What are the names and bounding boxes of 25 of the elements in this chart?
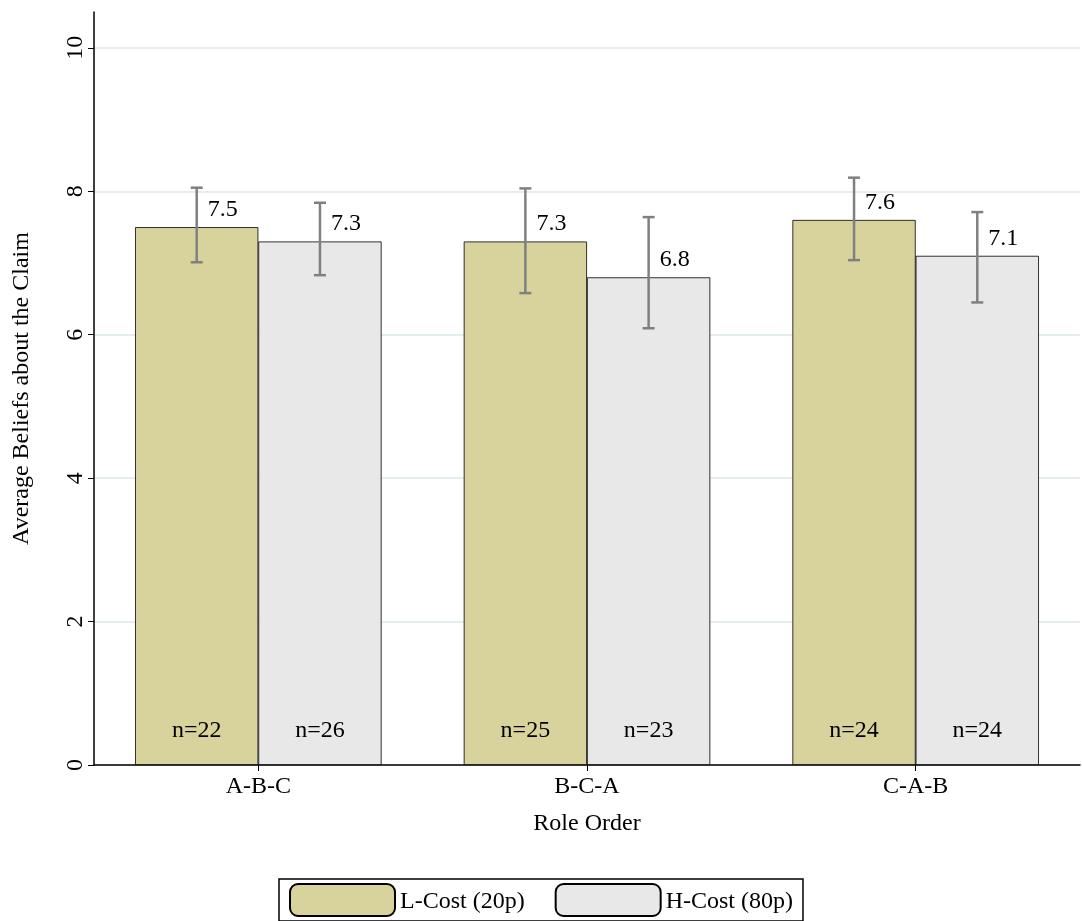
data-label: 7.3 [536,209,567,236]
annotation: n=26 [295,716,345,743]
data-label: 7.3 [330,209,361,236]
y-tick-label: 4 [61,472,87,485]
y-tick-label: 10 [61,35,87,60]
legend-label: H-Cost (80p) [665,887,793,913]
annotation: n=23 [623,716,674,743]
y-tick-label: 0 [61,759,87,771]
y-tick-label: 8 [61,185,87,198]
legend-label: L-Cost (20p) [400,887,525,913]
data-label: 7.1 [988,223,1019,250]
y-axis-title: Average Beliefs about the Claim [7,231,33,545]
x-axis-title: Role Order [533,809,641,835]
annotation: n=24 [952,716,1003,743]
x-tick-label: A-B-C [225,772,292,798]
y-tick-label: 2 [61,615,87,628]
y-tick-label: 6 [61,328,87,341]
annotation: n=25 [500,716,551,743]
x-tick-label: B-C-A [554,772,621,798]
data-label: 6.8 [659,245,690,272]
annotation: n=24 [829,716,879,743]
data-label: 7.6 [865,187,896,214]
x-tick-label: C-A-B [882,772,949,798]
data-label: 7.5 [207,195,238,222]
annotation: n=22 [171,716,222,743]
